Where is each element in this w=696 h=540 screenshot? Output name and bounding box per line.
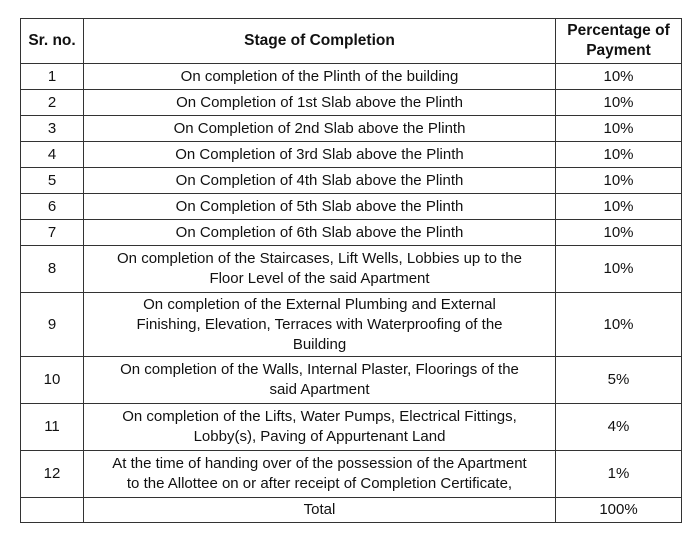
stage-cell: On completion of the External Plumbing a… (83, 292, 556, 357)
header-stage: Stage of Completion (83, 18, 556, 64)
table-row: 6 On Completion of 5th Slab above the Pli… (20, 193, 682, 220)
table-row: 3 On Completion of 2nd Slab above the Pli… (20, 115, 682, 142)
stage-cell: At the time of handing over of the posse… (83, 450, 556, 498)
total-sr-cell (20, 497, 84, 523)
sr-no-cell: 9 (20, 292, 84, 357)
sr-no-cell: 6 (20, 193, 84, 220)
table-row: 8 On completion of the Staircases, Lift W… (20, 245, 682, 293)
header-sr-no: Sr. no. (20, 18, 84, 64)
table-row: 4 On Completion of 3rd Slab above the Pli… (20, 141, 682, 168)
table-row: 12 At the time of handing over of the pos… (20, 450, 682, 498)
table-row: 2 On Completion of 1st Slab above the Pli… (20, 89, 682, 116)
percentage-cell: 1% (555, 450, 682, 498)
stage-cell: On Completion of 1st Slab above the Plin… (83, 89, 556, 116)
percentage-cell: 5% (555, 356, 682, 404)
header-row: Sr. no. Stage of Completion Percentage o… (20, 18, 682, 64)
table-row: 11 On completion of the Lifts, Water Pump… (20, 403, 682, 451)
percentage-cell: 10% (555, 245, 682, 293)
stage-cell: On completion of the Walls, Internal Pla… (83, 356, 556, 404)
stage-cell: On Completion of 3rd Slab above the Plin… (83, 141, 556, 168)
sr-no-cell: 12 (20, 450, 84, 498)
sr-no-cell: 5 (20, 167, 84, 194)
stage-cell: On Completion of 5th Slab above the Plin… (83, 193, 556, 220)
stage-cell: On completion of the Staircases, Lift We… (83, 245, 556, 293)
percentage-cell: 10% (555, 115, 682, 142)
sr-no-cell: 3 (20, 115, 84, 142)
table-row: 10 On completion of the Walls, Internal P… (20, 356, 682, 404)
sr-no-cell: 4 (20, 141, 84, 168)
stage-cell: On Completion of 4th Slab above the Plin… (83, 167, 556, 194)
payment-schedule-table: Sr. no. Stage of Completion Percentage o… (20, 18, 682, 523)
total-label: Total (83, 497, 556, 523)
percentage-cell: 10% (555, 89, 682, 116)
percentage-cell: 10% (555, 141, 682, 168)
header-percentage: Percentage of Payment (555, 18, 682, 64)
percentage-cell: 10% (555, 63, 682, 90)
percentage-cell: 10% (555, 193, 682, 220)
sr-no-cell: 10 (20, 356, 84, 404)
stage-cell: On Completion of 6th Slab above the Plin… (83, 219, 556, 246)
sr-no-cell: 2 (20, 89, 84, 116)
sr-no-cell: 7 (20, 219, 84, 246)
percentage-cell: 10% (555, 292, 682, 357)
sr-no-cell: 11 (20, 403, 84, 451)
total-row: Total 100% (20, 497, 682, 523)
stage-cell: On completion of the Plinth of the build… (83, 63, 556, 90)
table-row: 1 On completion of the Plinth of the buil… (20, 63, 682, 90)
table-row: 5 On Completion of 4th Slab above the Pli… (20, 167, 682, 194)
sr-no-cell: 1 (20, 63, 84, 90)
total-percentage: 100% (555, 497, 682, 523)
stage-cell: On Completion of 2nd Slab above the Plin… (83, 115, 556, 142)
stage-cell: On completion of the Lifts, Water Pumps,… (83, 403, 556, 451)
sr-no-cell: 8 (20, 245, 84, 293)
percentage-cell: 10% (555, 219, 682, 246)
table-row: 9 On completion of the External Plumbing … (20, 292, 682, 357)
percentage-cell: 4% (555, 403, 682, 451)
percentage-cell: 10% (555, 167, 682, 194)
table-row: 7 On Completion of 6th Slab above the Pli… (20, 219, 682, 246)
